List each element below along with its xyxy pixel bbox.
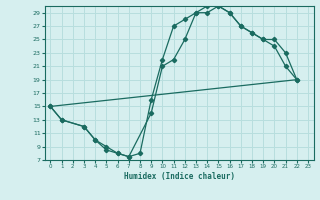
X-axis label: Humidex (Indice chaleur): Humidex (Indice chaleur) (124, 172, 235, 181)
